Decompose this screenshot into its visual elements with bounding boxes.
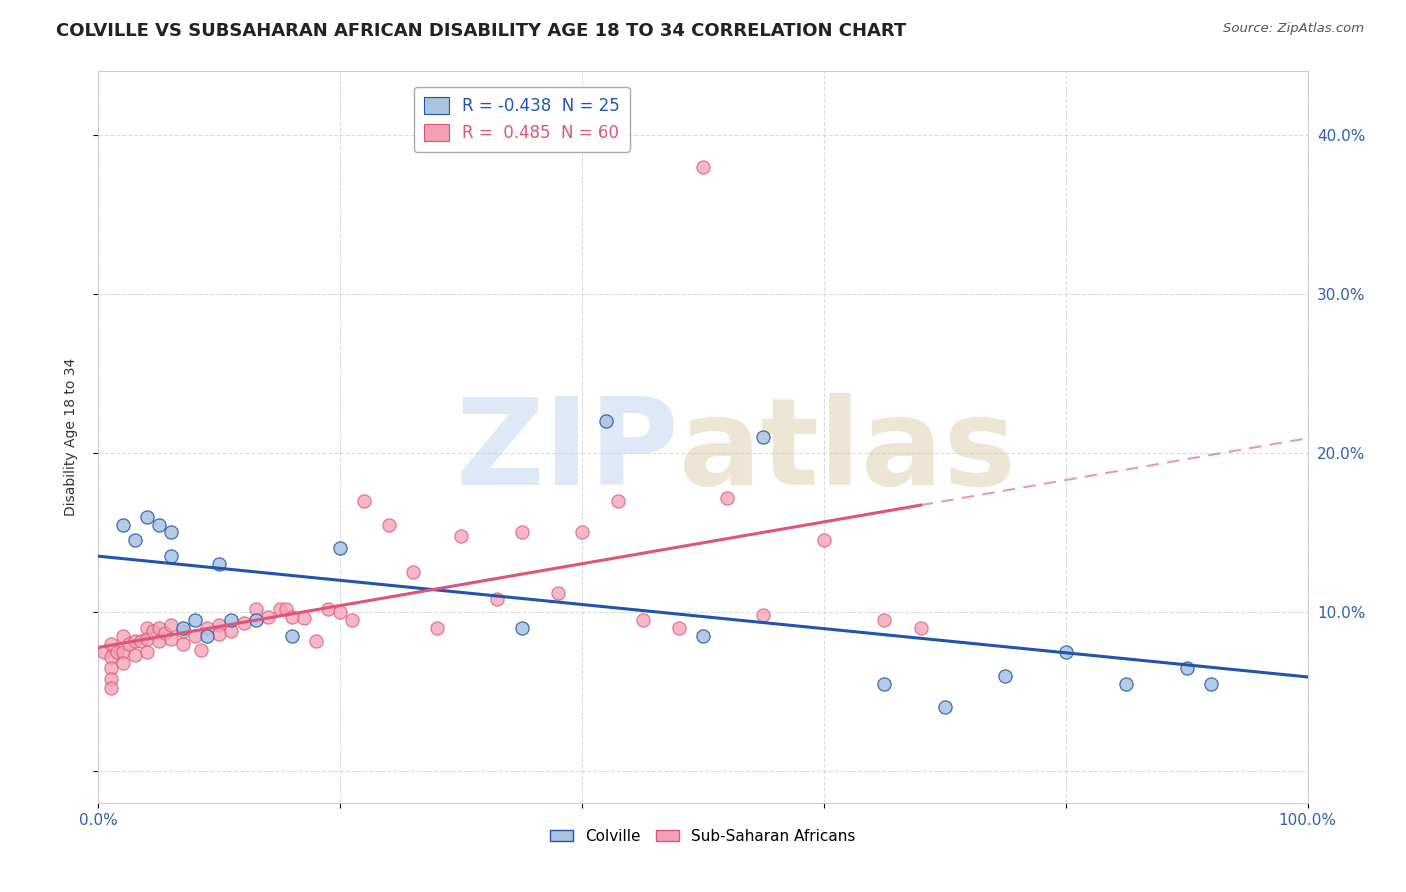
Point — [342, 613, 364, 627]
Text: Source: ZipAtlas.com: Source: ZipAtlas.com — [1223, 22, 1364, 36]
Point — [934, 700, 956, 714]
Point — [184, 613, 207, 627]
Point — [873, 676, 896, 690]
Point — [752, 608, 775, 623]
Point — [172, 624, 194, 638]
Point — [208, 558, 231, 572]
Point — [510, 621, 533, 635]
Point — [153, 625, 176, 640]
Point — [172, 637, 194, 651]
Point — [135, 645, 157, 659]
Point — [607, 493, 630, 508]
Point — [571, 525, 593, 540]
Point — [195, 629, 218, 643]
Point — [208, 617, 231, 632]
Point — [329, 541, 352, 556]
Point — [426, 621, 449, 635]
Point — [135, 632, 157, 646]
Y-axis label: Disability Age 18 to 34: Disability Age 18 to 34 — [63, 358, 77, 516]
Point — [692, 629, 714, 643]
Point — [100, 660, 122, 674]
Point — [100, 649, 122, 664]
Point — [292, 611, 315, 625]
Point — [105, 645, 128, 659]
Point — [450, 529, 472, 543]
Point — [208, 627, 231, 641]
Point — [184, 629, 207, 643]
Point — [160, 525, 183, 540]
Point — [752, 430, 775, 444]
Point — [269, 602, 291, 616]
Point — [486, 592, 509, 607]
Text: atlas: atlas — [679, 393, 1017, 510]
Point — [135, 509, 157, 524]
Text: ZIP: ZIP — [456, 393, 679, 510]
Point — [1054, 645, 1077, 659]
Point — [160, 549, 183, 564]
Point — [195, 621, 218, 635]
Point — [716, 491, 738, 505]
Point — [148, 517, 170, 532]
Point — [316, 602, 339, 616]
Point — [135, 621, 157, 635]
Point — [353, 493, 375, 508]
Point — [190, 643, 212, 657]
Point — [129, 633, 152, 648]
Point — [221, 624, 243, 638]
Point — [245, 613, 267, 627]
Point — [111, 517, 134, 532]
Point — [148, 633, 170, 648]
Point — [160, 617, 183, 632]
Point — [910, 621, 932, 635]
Point — [402, 566, 425, 580]
Point — [510, 525, 533, 540]
Point — [1199, 676, 1222, 690]
Point — [873, 613, 896, 627]
Point — [377, 517, 399, 532]
Point — [595, 414, 617, 428]
Point — [245, 602, 267, 616]
Legend: Colville, Sub-Saharan Africans: Colville, Sub-Saharan Africans — [544, 822, 862, 850]
Point — [668, 621, 690, 635]
Point — [232, 616, 254, 631]
Point — [1115, 676, 1137, 690]
Text: COLVILLE VS SUBSAHARAN AFRICAN DISABILITY AGE 18 TO 34 CORRELATION CHART: COLVILLE VS SUBSAHARAN AFRICAN DISABILIT… — [56, 22, 907, 40]
Point — [281, 629, 304, 643]
Point — [631, 613, 654, 627]
Point — [172, 621, 194, 635]
Point — [100, 672, 122, 686]
Point — [118, 637, 141, 651]
Point — [256, 609, 278, 624]
Point — [692, 160, 714, 174]
Point — [142, 624, 165, 638]
Point — [547, 586, 569, 600]
Point — [281, 609, 304, 624]
Point — [124, 533, 146, 548]
Point — [329, 605, 352, 619]
Point — [1175, 660, 1198, 674]
Point — [124, 648, 146, 662]
Point — [111, 629, 134, 643]
Point — [111, 656, 134, 670]
Point — [160, 632, 183, 646]
Point — [100, 637, 122, 651]
Point — [305, 633, 328, 648]
Point — [221, 613, 243, 627]
Point — [274, 602, 297, 616]
Point — [111, 645, 134, 659]
Point — [994, 668, 1017, 682]
Point — [93, 645, 115, 659]
Point — [100, 681, 122, 696]
Point — [148, 621, 170, 635]
Point — [124, 633, 146, 648]
Point — [813, 533, 835, 548]
